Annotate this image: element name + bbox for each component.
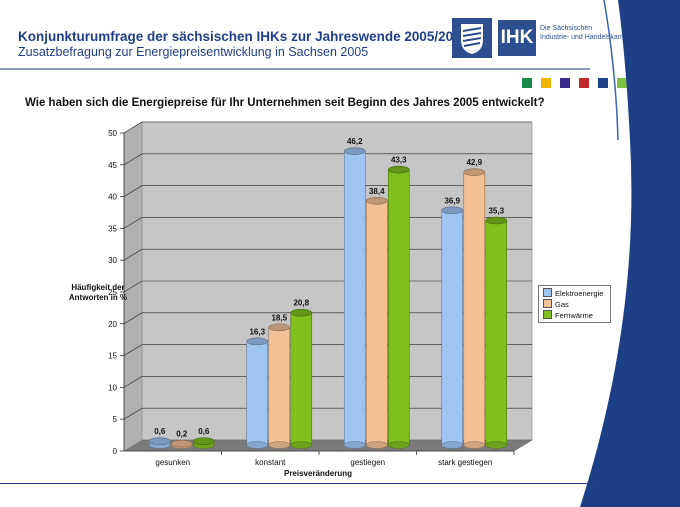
grid-line — [123, 185, 143, 197]
data-label: 0,6 — [154, 427, 166, 436]
legend-item: Fernwärme — [543, 310, 593, 320]
grid-line — [123, 153, 143, 166]
header-divider — [0, 68, 590, 70]
data-label: 38,4 — [369, 187, 385, 196]
y-tick-label: 5 — [113, 415, 118, 424]
y-tick-label: 40 — [108, 193, 117, 202]
legend-item: Elektroenergie — [543, 288, 603, 298]
bar-base — [441, 441, 464, 449]
bar-top — [441, 206, 464, 215]
decor-square — [541, 78, 551, 88]
data-label: 36,9 — [444, 196, 460, 205]
grid-line — [123, 407, 143, 420]
legend-label: Elektroenergie — [555, 289, 604, 298]
bar — [268, 327, 291, 446]
bar-base — [268, 441, 291, 449]
bar-base — [463, 441, 486, 449]
y-tick-label: 20 — [108, 320, 117, 329]
ihk-mark: IHK — [498, 20, 536, 56]
x-tick-label: konstant — [255, 458, 286, 467]
legend-swatch — [543, 299, 552, 308]
bar — [246, 341, 269, 446]
saxony-coat-of-arms-icon — [452, 18, 492, 58]
y-tick-label: 10 — [108, 383, 117, 392]
bar-top — [246, 337, 269, 346]
data-label: 0,6 — [198, 427, 210, 436]
legend-label: Fernwärme — [555, 311, 593, 320]
logo-org-line1: Die Sächsischen — [540, 25, 593, 32]
grid-line — [123, 312, 143, 325]
legend-swatch — [543, 310, 552, 319]
legend-label: Gas — [555, 300, 569, 309]
grid-line — [123, 376, 143, 388]
data-label: 20,8 — [293, 299, 309, 308]
data-label: 35,3 — [488, 206, 504, 215]
data-label: 18,5 — [271, 313, 287, 322]
bar — [441, 210, 464, 446]
data-label: 16,3 — [249, 327, 265, 336]
bar-top — [463, 168, 486, 176]
bar — [387, 169, 410, 446]
bar-top — [387, 165, 410, 174]
chart-title: Wie haben sich die Energiepreise für Ihr… — [25, 97, 545, 109]
y-tick-label: 35 — [108, 224, 117, 233]
y-tick-label: 25 — [108, 288, 117, 297]
grid-line — [123, 248, 143, 261]
bar-top — [148, 437, 171, 445]
y-tick-label: 30 — [108, 256, 117, 265]
legend-swatch — [543, 288, 552, 297]
decor-square — [522, 78, 532, 88]
bar — [485, 220, 508, 446]
data-label: 42,9 — [466, 158, 482, 167]
bar-base — [387, 441, 410, 449]
data-label: 43,3 — [391, 156, 407, 165]
bar-top — [343, 147, 366, 155]
x-tick-label: stark gestiegen — [438, 458, 492, 467]
grid-line — [123, 344, 143, 356]
y-axis-title-line2: Antworten in % — [69, 293, 127, 302]
bar — [463, 171, 486, 446]
y-tick-label: 45 — [108, 161, 117, 170]
grid-line — [123, 280, 143, 293]
page-subtitle: Zusatzbefragung zur Energiepreisentwickl… — [18, 45, 369, 59]
ihk-logo: IHK Die Sächsischen Industrie- und Hande… — [452, 18, 640, 58]
decor-square — [560, 78, 570, 88]
grid-line — [123, 217, 143, 229]
x-tick-label: gestiegen — [350, 458, 385, 467]
bar-base — [246, 441, 269, 449]
x-tick-label: gesunken — [155, 458, 190, 467]
bar-base — [485, 441, 508, 449]
bar-base — [290, 441, 313, 449]
y-tick-label: 15 — [108, 352, 117, 361]
data-label: 46,2 — [347, 137, 363, 146]
bar-top — [290, 308, 313, 317]
bar-top — [170, 439, 193, 448]
bar-base — [365, 441, 388, 449]
bar-top — [485, 216, 508, 225]
bar-top — [365, 196, 388, 205]
chart-legend: Elektroenergie Gas Fernwärme — [538, 285, 611, 323]
bar-top — [268, 323, 291, 332]
footer-divider — [0, 483, 600, 484]
bar-top — [192, 437, 215, 445]
bar — [365, 200, 388, 446]
bar-base — [343, 441, 366, 449]
y-tick-label: 50 — [108, 129, 117, 138]
legend-item: Gas — [543, 299, 569, 309]
bar — [343, 150, 366, 446]
page-title: Konjunkturumfrage der sächsischen IHKs z… — [18, 29, 469, 44]
grid-line — [123, 121, 143, 134]
x-axis-title: Preisveränderung — [284, 469, 352, 478]
y-axis-title-line1: Häufigkeit der — [71, 283, 124, 292]
data-label: 0,2 — [176, 430, 188, 439]
y-tick-label: 0 — [113, 447, 118, 456]
bar — [290, 312, 313, 446]
